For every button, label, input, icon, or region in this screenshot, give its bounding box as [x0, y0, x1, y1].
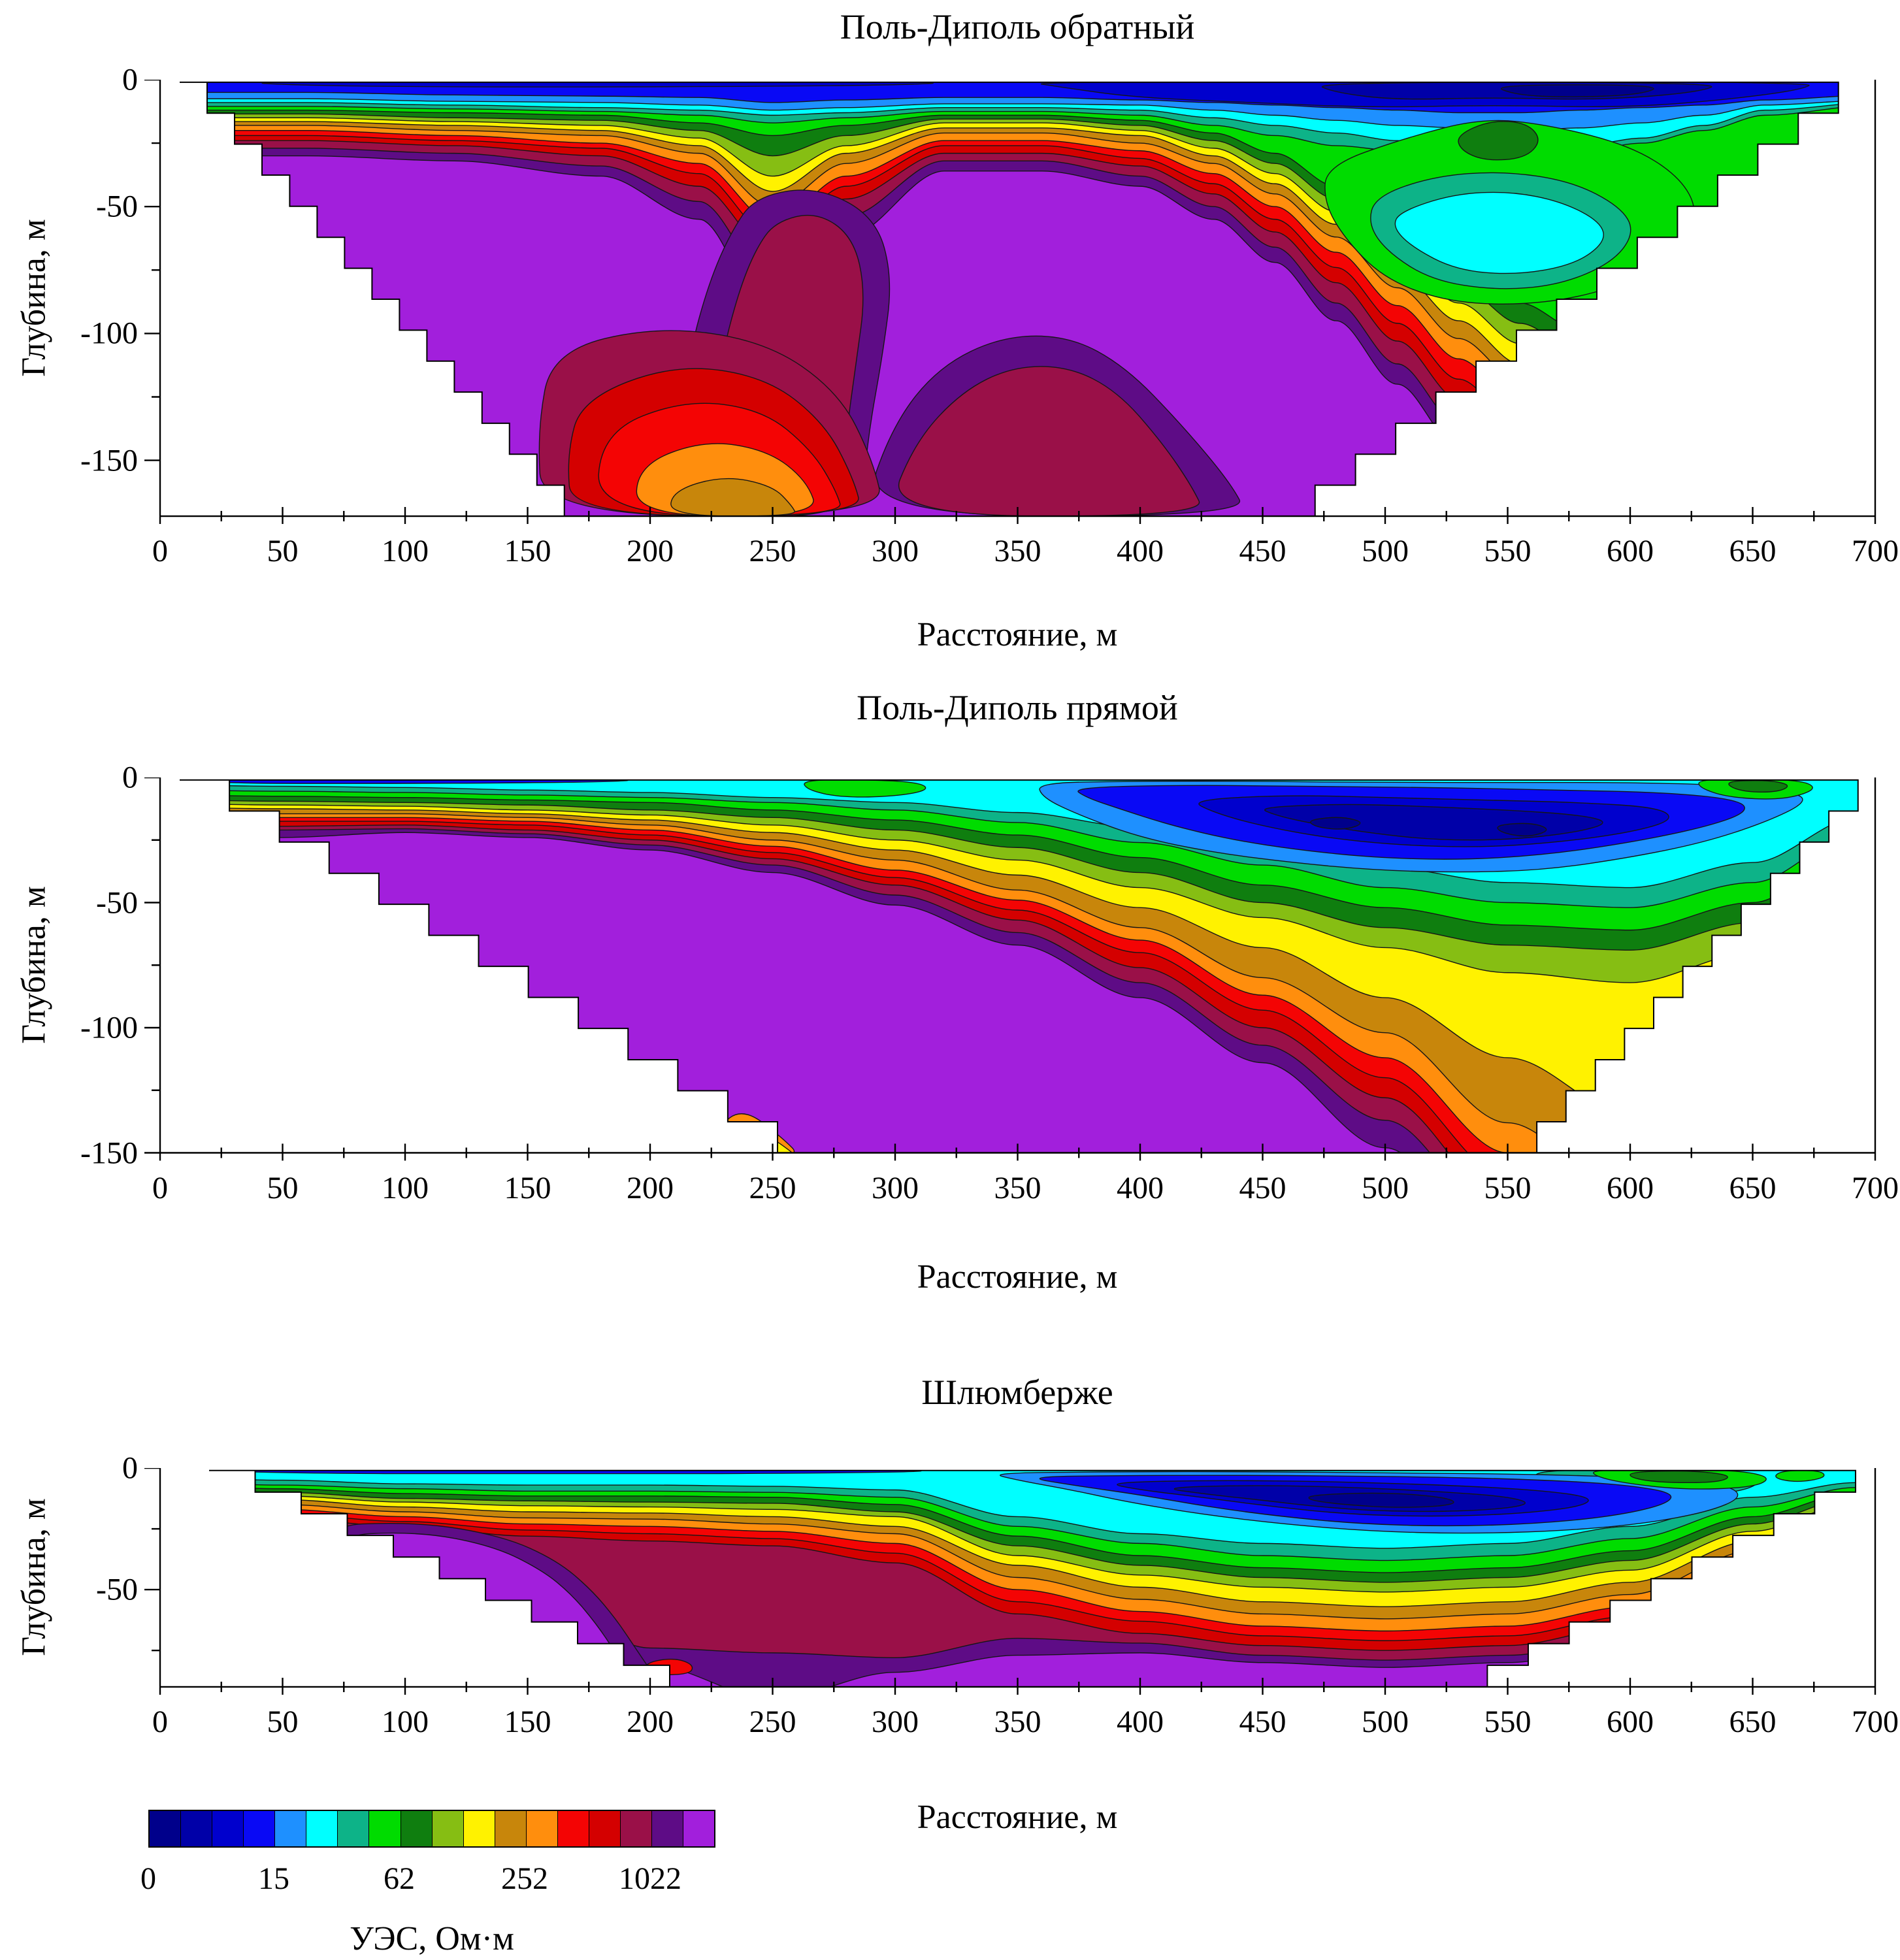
x-tick-label: 250 — [749, 1704, 796, 1739]
x-tick-label: 500 — [1362, 1170, 1409, 1205]
y-tick-label: -50 — [96, 189, 138, 224]
panel-1-x-axis-label: Расстояние, м — [917, 616, 1118, 653]
section-svg-3 — [144, 1467, 1876, 1695]
section-svg-1 — [144, 78, 1876, 525]
colorbar-cell — [495, 1811, 527, 1846]
colorbar-title: УЭС, Ом·м — [350, 1920, 514, 1957]
x-tick-label: 700 — [1852, 1704, 1899, 1739]
x-tick-label: 0 — [152, 534, 168, 569]
colorbar-cell — [652, 1811, 684, 1846]
colorbar-cell — [401, 1811, 433, 1846]
x-tick-label: 100 — [382, 1170, 429, 1205]
x-tick-label: 650 — [1729, 534, 1777, 569]
x-tick-label: 50 — [267, 1704, 299, 1739]
y-tick-label: -100 — [80, 316, 138, 351]
panel-2-title: Поль-Диполь прямой — [857, 688, 1178, 727]
y-tick-label: 0 — [122, 1450, 138, 1486]
colorbar-cell — [181, 1811, 213, 1846]
colorbar-cell — [463, 1811, 495, 1846]
colorbar-cell — [526, 1811, 558, 1846]
colorbar-cell — [589, 1811, 621, 1846]
panel-plot-3 — [0, 1467, 1900, 1712]
y-tick-label: 0 — [122, 62, 138, 97]
y-tick-label: -100 — [80, 1010, 138, 1045]
colorbar-cell — [432, 1811, 464, 1846]
colorbar-cell — [244, 1811, 276, 1846]
colorbar-tick-label: 62 — [384, 1861, 415, 1896]
y-tick-label: 0 — [122, 760, 138, 795]
x-tick-label: 550 — [1484, 1170, 1531, 1205]
x-tick-label: 100 — [382, 1704, 429, 1739]
x-tick-label: 250 — [749, 1170, 796, 1205]
x-tick-label: 150 — [504, 1704, 551, 1739]
y-tick-label: -150 — [80, 1135, 138, 1170]
x-tick-label: 150 — [504, 1170, 551, 1205]
x-tick-label: 400 — [1117, 1704, 1164, 1739]
y-tick-label: -150 — [80, 443, 138, 478]
x-tick-label: 600 — [1607, 1704, 1654, 1739]
x-tick-label: 0 — [152, 1704, 168, 1739]
colorbar-cell — [150, 1811, 182, 1846]
colorbar-tick-label: 252 — [501, 1861, 548, 1896]
panel-2-x-axis-label: Расстояние, м — [917, 1258, 1118, 1296]
colorbar-cell — [275, 1811, 307, 1846]
x-tick-label: 300 — [872, 534, 919, 569]
colorbar-cell — [683, 1811, 715, 1846]
colorbar-tick-label: 15 — [258, 1861, 289, 1896]
x-tick-label: 450 — [1239, 1170, 1286, 1205]
x-tick-label: 50 — [267, 534, 299, 569]
x-tick-label: 450 — [1239, 534, 1286, 569]
colorbar-cell — [620, 1811, 652, 1846]
colorbar-cell — [338, 1811, 370, 1846]
x-tick-label: 250 — [749, 534, 796, 569]
x-tick-label: 550 — [1484, 534, 1531, 569]
x-tick-label: 300 — [872, 1170, 919, 1205]
colorbar-cell — [369, 1811, 401, 1846]
x-tick-label: 700 — [1852, 534, 1899, 569]
x-tick-label: 350 — [994, 1704, 1041, 1739]
x-tick-label: 100 — [382, 534, 429, 569]
y-tick-label: -50 — [96, 1572, 138, 1607]
x-tick-label: 200 — [627, 1704, 674, 1739]
x-tick-label: 300 — [872, 1704, 919, 1739]
x-tick-label: 700 — [1852, 1170, 1899, 1205]
colorbar-cell — [557, 1811, 589, 1846]
x-tick-label: 650 — [1729, 1704, 1777, 1739]
x-tick-label: 150 — [504, 534, 551, 569]
x-tick-label: 400 — [1117, 534, 1164, 569]
x-tick-label: 400 — [1117, 1170, 1164, 1205]
x-tick-label: 650 — [1729, 1170, 1777, 1205]
x-tick-label: 550 — [1484, 1704, 1531, 1739]
colorbar-tick-label: 0 — [140, 1861, 156, 1896]
colorbar-cell — [306, 1811, 338, 1846]
x-tick-label: 350 — [994, 534, 1041, 569]
section-svg-2 — [144, 776, 1876, 1161]
x-tick-label: 200 — [627, 534, 674, 569]
x-tick-label: 600 — [1607, 1170, 1654, 1205]
panel-plot-1 — [0, 78, 1900, 540]
colorbar-cell — [212, 1811, 244, 1846]
panel-1-title: Поль-Диполь обратный — [840, 7, 1195, 46]
x-tick-label: 600 — [1607, 534, 1654, 569]
colorbar-tick-label: 1022 — [619, 1861, 681, 1896]
x-tick-label: 50 — [267, 1170, 299, 1205]
x-tick-label: 450 — [1239, 1704, 1286, 1739]
colorbar — [148, 1810, 715, 1848]
x-tick-label: 200 — [627, 1170, 674, 1205]
panel-3-title: Шлюмберже — [921, 1373, 1113, 1412]
x-tick-label: 350 — [994, 1170, 1041, 1205]
panel-3-x-axis-label: Расстояние, м — [917, 1799, 1118, 1836]
x-tick-label: 500 — [1362, 1704, 1409, 1739]
x-tick-label: 0 — [152, 1170, 168, 1205]
x-tick-label: 500 — [1362, 534, 1409, 569]
panel-plot-2 — [0, 776, 1900, 1178]
y-tick-label: -50 — [96, 885, 138, 920]
